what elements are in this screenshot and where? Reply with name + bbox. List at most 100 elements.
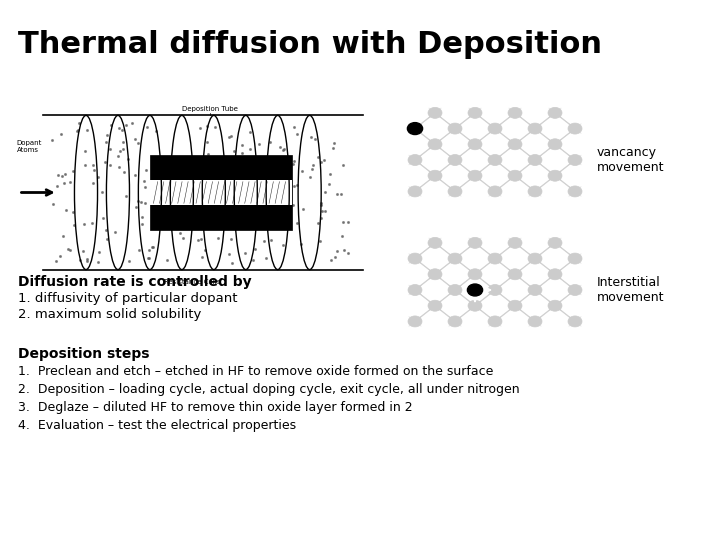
Circle shape [508,300,522,311]
Circle shape [428,238,442,248]
Point [73,119,84,127]
Point [317,206,328,215]
Circle shape [468,107,482,118]
Point [202,138,213,146]
Point [202,150,214,159]
Point [46,136,58,145]
Circle shape [468,238,482,248]
Point [94,248,105,256]
Circle shape [528,154,542,165]
Point [79,160,91,169]
Point [58,178,70,187]
Point [338,161,349,170]
Point [137,213,148,221]
Point [60,206,72,214]
Circle shape [408,123,423,134]
Circle shape [568,253,582,264]
Point [97,214,109,222]
Circle shape [568,285,582,295]
Point [81,257,92,266]
Circle shape [428,170,442,181]
Circle shape [548,170,562,181]
Point [118,168,130,177]
Point [55,130,67,138]
Point [96,188,108,197]
Point [57,231,68,240]
Circle shape [528,316,542,327]
Point [192,236,204,245]
Point [87,160,99,169]
Point [92,258,104,266]
Circle shape [408,285,422,295]
Point [266,236,277,245]
Point [67,208,78,217]
Point [62,245,73,253]
Point [226,258,238,267]
Point [292,219,303,228]
Text: vancancy
movement: vancancy movement [597,146,665,174]
Point [197,253,208,261]
Point [54,252,66,260]
Circle shape [428,139,442,150]
Point [312,153,324,161]
Point [72,126,84,134]
Point [101,138,112,147]
Point [143,253,154,262]
Point [80,146,91,155]
Point [140,183,151,191]
Point [329,253,341,261]
Point [287,201,299,210]
Point [135,198,147,206]
Text: Thermal diffusion with Deposition: Thermal diffusion with Deposition [18,30,602,59]
Circle shape [568,316,582,327]
Point [342,249,354,258]
Point [59,170,71,178]
Point [324,170,336,179]
Point [289,157,300,165]
Text: 2.  Deposition – loading cycle, actual doping cycle, exit cycle, all under nitro: 2. Deposition – loading cycle, actual do… [18,383,520,396]
Point [74,255,86,264]
Circle shape [448,123,462,134]
Point [274,143,286,151]
Circle shape [548,238,562,248]
Point [314,237,325,246]
Point [225,132,237,140]
Point [235,149,247,158]
Circle shape [408,186,422,197]
Point [253,139,265,148]
Point [117,126,128,134]
Point [131,202,143,211]
Point [143,245,154,254]
Point [64,246,76,254]
Circle shape [488,285,502,295]
Circle shape [448,154,462,165]
Point [306,165,318,174]
Text: Deposition Tube: Deposition Tube [182,106,238,112]
Circle shape [528,253,542,264]
Circle shape [568,154,582,165]
Text: 3.  Deglaze – diluted HF to remove thin oxide layer formed in 2: 3. Deglaze – diluted HF to remove thin o… [18,401,413,414]
Point [223,249,235,258]
Bar [150,156,292,230]
Point [236,140,248,149]
Point [132,197,144,206]
Point [109,227,120,236]
Point [331,189,343,198]
Point [104,144,116,153]
Point [212,234,224,242]
Point [67,167,78,176]
Point [277,146,289,154]
Point [249,245,261,253]
Text: Resistance Coils: Resistance Coils [164,279,221,285]
Point [292,180,303,189]
Point [225,235,237,244]
Point [319,188,330,197]
Point [199,246,211,254]
Circle shape [408,316,422,327]
Circle shape [488,186,502,197]
Circle shape [448,186,462,197]
Point [71,126,83,135]
Point [68,221,79,230]
Circle shape [568,186,582,197]
Point [296,167,307,176]
